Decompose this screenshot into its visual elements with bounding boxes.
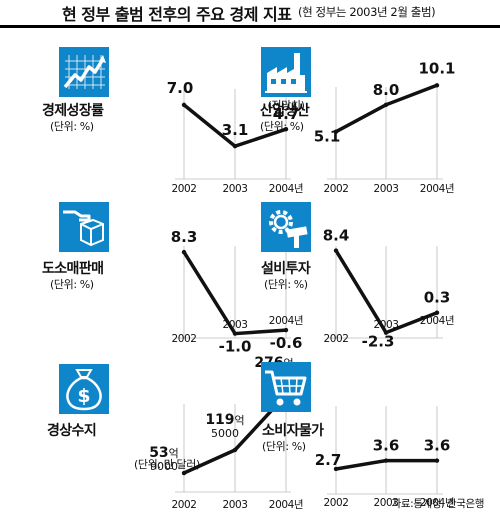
x-tick-label: 2004년	[269, 315, 303, 327]
data-label-main: 53	[149, 445, 168, 461]
data-point	[383, 458, 389, 463]
data-point	[283, 127, 289, 132]
chart-panel-retail-sales: 2002 2003 2004년 8.3 -1.0 -0.6 도소매판매 (단위: %)	[0, 188, 304, 356]
data-label: -1.0	[219, 338, 252, 356]
box-hand-icon: 2002 2003 2004년 8.3 -1.0 -0.6	[59, 202, 304, 356]
data-label: 3.6	[373, 437, 400, 455]
x-tick-label: 2004년	[420, 183, 454, 195]
chart-unit: (단위: %)	[50, 120, 94, 133]
data-label: 4.7	[273, 105, 300, 123]
shopping-cart-icon: 2002 2003 2004년 2.7 3.6 3.6	[261, 362, 455, 509]
data-label: 8.3	[171, 228, 198, 246]
data-point	[434, 458, 440, 463]
data-point	[181, 102, 187, 108]
x-tick-label: 2003	[222, 183, 247, 195]
data-label: -2.3	[362, 333, 395, 351]
data-label: 2.7	[315, 451, 342, 469]
data-label-unit: 억	[169, 447, 179, 460]
page-title: 현 정부 출범 전후의 주요 경제 지표	[62, 5, 292, 24]
chart-plot	[0, 28, 250, 188]
data-label: 10.1	[418, 59, 455, 77]
data-label: 7.0	[167, 79, 194, 97]
data-point	[283, 327, 289, 333]
chart-title: 설비투자	[261, 261, 311, 277]
chart-plot	[0, 348, 250, 508]
header: 현 정부 출범 전후의 주요 경제 지표 (현 정부는 2003년 2월 출범)	[0, 0, 500, 24]
data-point	[333, 248, 339, 253]
x-tick-label: 2004년	[269, 499, 303, 511]
chart-plot	[250, 188, 500, 348]
chart-plot	[250, 348, 500, 508]
chart-panel-growth: 2002 2003 2004년 7.0 3.1 4.7 (전망치) 경제성장률 (단위: %…	[0, 28, 305, 195]
data-point	[181, 249, 187, 255]
chart-title: 산업생산	[260, 103, 310, 119]
chart-title: 소비자물가	[262, 423, 324, 439]
chart-trend-icon: 2002 2003 2004년 7.0 3.1 4.7 (전망치)	[59, 47, 305, 195]
data-label-sub: 9000	[150, 460, 178, 473]
x-tick-label: 2004년	[269, 183, 303, 195]
data-point	[232, 143, 238, 149]
chart-panel-industrial-production: 2002 2003 2004년 5.1 8.0 10.1 산업생산 (단위: %)	[250, 28, 500, 195]
chart-panel-current-account: $ 200220032004년53억9000119억5000276억1000 경…	[0, 348, 304, 511]
data-point	[232, 331, 238, 336]
data-point	[383, 102, 389, 108]
data-label: 119억	[205, 412, 244, 428]
chart-unit: (단위: 만 달러)	[134, 458, 200, 471]
data-point	[333, 129, 339, 134]
source-note: 자료:통계청, 한국은행	[391, 498, 485, 510]
data-point	[232, 447, 238, 453]
x-tick-label: 2002	[323, 333, 348, 345]
x-tick-label: 2003	[373, 183, 398, 195]
forecast-annotation: (전망치)	[268, 99, 305, 112]
x-tick-label: 2004년	[420, 315, 454, 327]
data-point	[383, 330, 389, 335]
title-divider	[0, 25, 500, 28]
data-point	[333, 466, 339, 472]
svg-text:$: $	[77, 385, 90, 407]
data-point	[434, 83, 440, 88]
chart-panel-facility-investment: 2002 2003 2004년 8.4 -2.3 0.3 설비투자 (단위: %)	[250, 188, 500, 351]
chart-plot	[250, 28, 500, 188]
data-label-main: 119	[205, 412, 234, 428]
gear-hammer-icon: 2002 2003 2004년 8.4 -2.3 0.3	[261, 202, 455, 351]
chart-panel-consumer-prices: 2002 2003 2004년 2.7 3.6 3.6 소비자물가 (단위: %)	[250, 348, 500, 509]
x-tick-label: 2002	[171, 333, 196, 345]
chart-unit: (단위: %)	[264, 278, 308, 291]
x-tick-label: 2003	[373, 497, 398, 509]
x-tick-label: 2002	[323, 183, 348, 195]
data-label: 3.1	[222, 121, 249, 139]
page-subtitle: (현 정부는 2003년 2월 출범)	[298, 5, 436, 19]
chart-title: 경제성장률	[42, 103, 104, 119]
x-tick-label: 2002	[171, 499, 196, 511]
data-label-sub: 5000	[211, 427, 239, 440]
data-label: -0.6	[270, 334, 303, 352]
factory-icon: 2002 2003 2004년 5.1 8.0 10.1	[261, 47, 456, 195]
data-label: 8.0	[373, 81, 400, 99]
chart-title: 도소매판매	[42, 261, 104, 277]
data-label: 5.1	[314, 128, 341, 146]
data-label: 0.3	[424, 289, 451, 307]
data-point	[434, 310, 440, 315]
x-tick-label: 2003	[222, 499, 247, 511]
data-label: 53억	[149, 445, 179, 461]
data-point	[181, 470, 187, 476]
data-label: 8.4	[323, 227, 350, 245]
data-label: 3.6	[424, 437, 451, 455]
chart-title: 경상수지	[47, 423, 97, 439]
x-tick-label: 2002	[171, 183, 196, 195]
data-label-unit: 억	[235, 414, 245, 427]
chart-unit: (단위: %)	[50, 278, 94, 291]
chart-unit: (단위: %)	[260, 120, 304, 133]
chart-plot	[0, 188, 250, 348]
chart-unit: (단위: %)	[262, 440, 306, 453]
x-tick-label: 2004년	[420, 497, 454, 509]
x-tick-label: 2002	[323, 497, 348, 509]
